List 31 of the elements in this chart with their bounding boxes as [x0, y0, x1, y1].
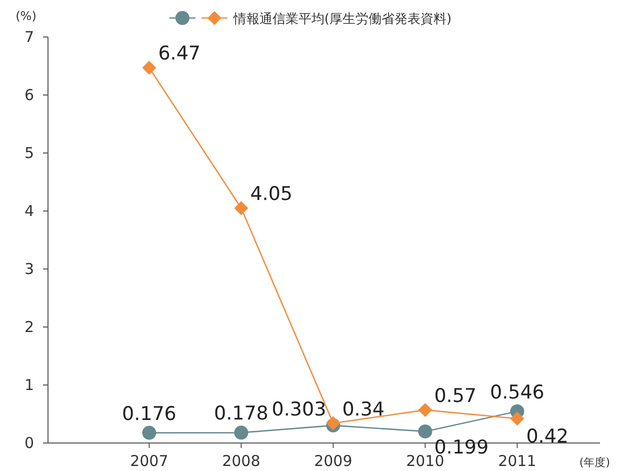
- data-label: 0.303: [272, 398, 326, 420]
- data-label: 0.42: [526, 426, 569, 448]
- point: [142, 60, 156, 75]
- x-tick-label: 2007: [130, 452, 168, 470]
- point: [418, 424, 432, 438]
- y-tick-label: 5: [24, 144, 34, 162]
- point: [142, 426, 156, 440]
- x-tick-label: 2009: [314, 452, 352, 470]
- x-axis-title: (年度): [579, 456, 610, 469]
- point: [234, 426, 248, 440]
- point: [510, 412, 524, 426]
- x-tick-label: 2008: [222, 452, 260, 470]
- y-axis-title: (%): [16, 9, 36, 23]
- data-label: 0.34: [342, 398, 385, 420]
- y-tick-label: 1: [24, 376, 34, 394]
- point: [418, 402, 432, 417]
- data-label: 0.176: [122, 402, 176, 425]
- y-tick-label: 4: [24, 202, 34, 220]
- data-label: 0.57: [434, 384, 477, 407]
- legend-label: 情報通信業平均(厚生労働省発表資料): [232, 12, 452, 27]
- y-tick-label: 7: [24, 28, 34, 46]
- y-tick-label: 6: [24, 86, 34, 104]
- y-tick-label: 3: [24, 260, 34, 278]
- data-label: 4.05: [250, 183, 293, 206]
- data-label: 0.546: [490, 381, 544, 404]
- data-label: 6.47: [158, 42, 201, 65]
- point: [234, 201, 248, 216]
- x-tick-label: 2011: [498, 452, 536, 470]
- y-tick-label: 0: [24, 434, 34, 452]
- y-tick-label: 2: [24, 318, 34, 336]
- data-label: 0.178: [214, 402, 268, 425]
